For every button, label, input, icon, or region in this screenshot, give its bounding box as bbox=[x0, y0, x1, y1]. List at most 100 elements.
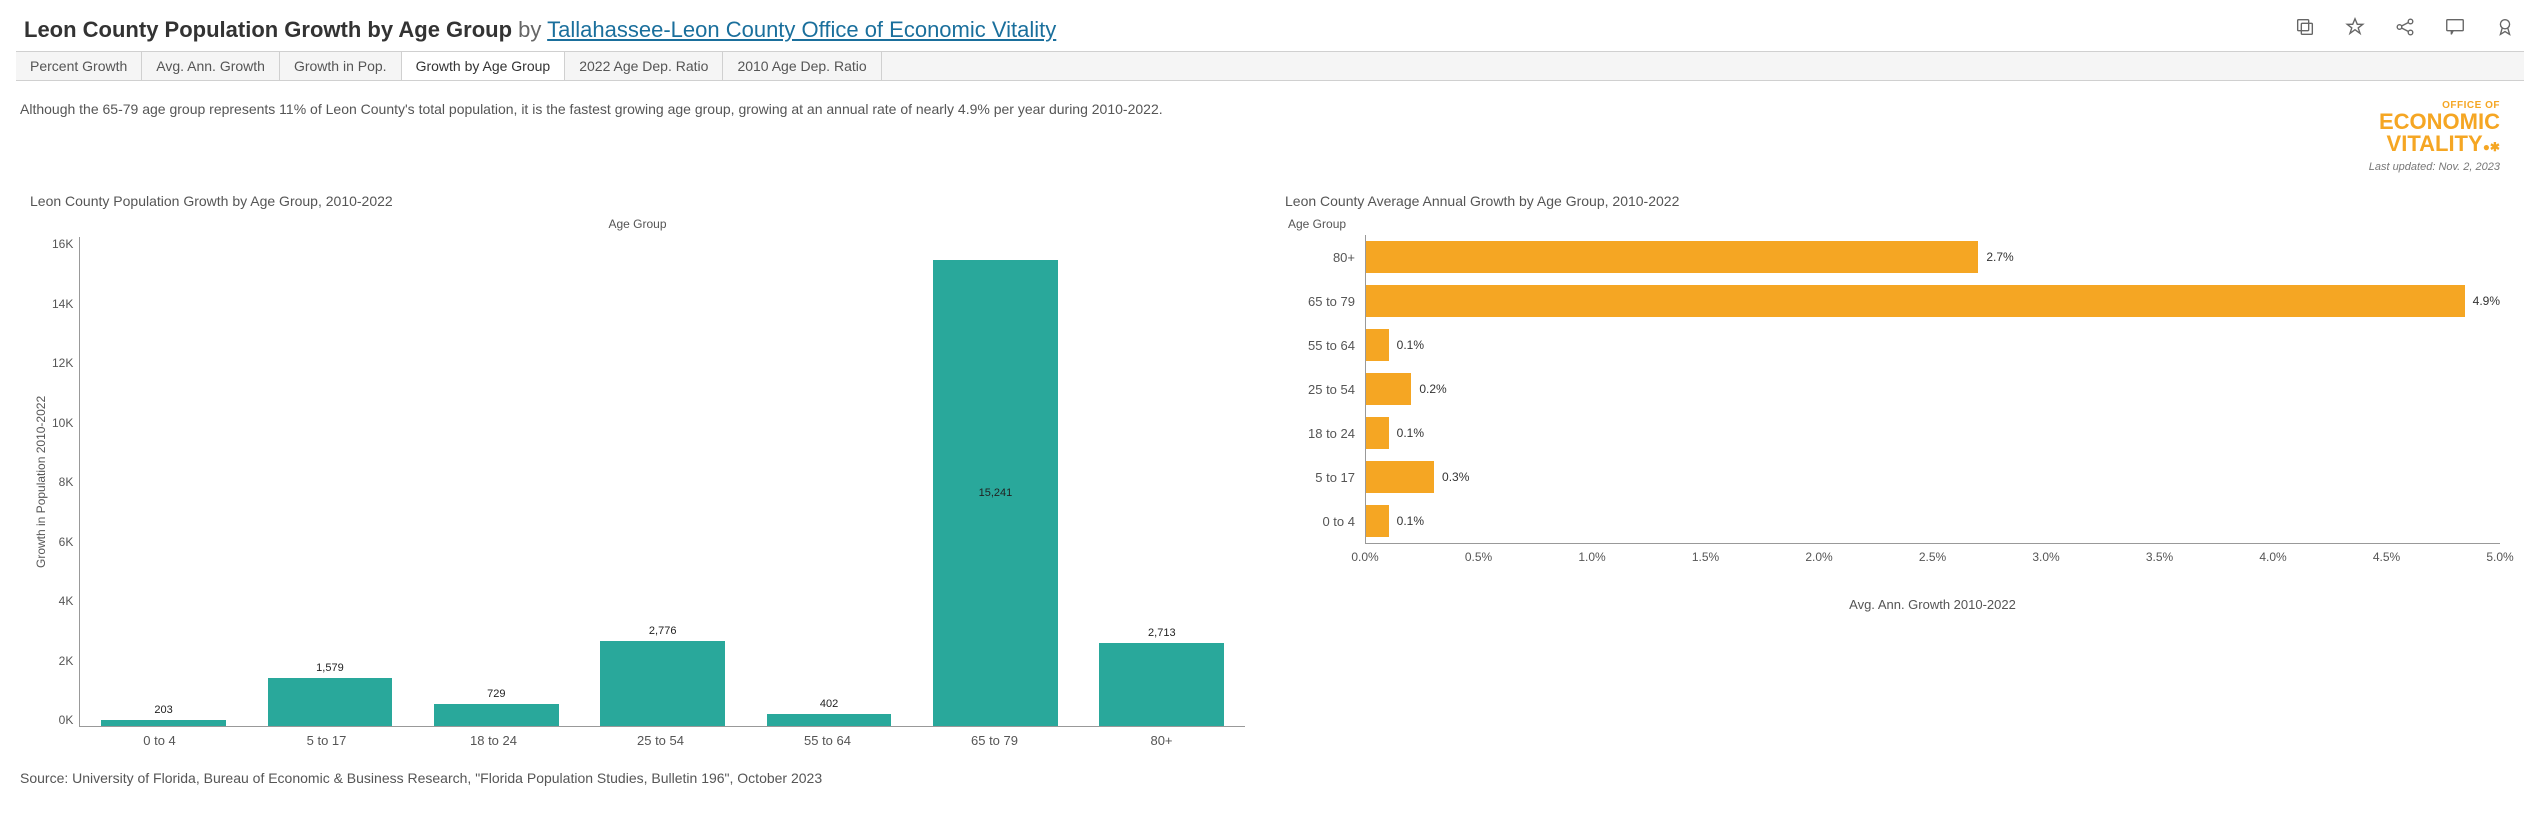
hbar-row: 65 to 79 4.9% bbox=[1295, 279, 2500, 323]
x-tick: 4.5% bbox=[2373, 550, 2400, 564]
tab-2010-age-dep-ratio[interactable]: 2010 Age Dep. Ratio bbox=[723, 52, 881, 80]
tab-2022-age-dep-ratio[interactable]: 2022 Age Dep. Ratio bbox=[565, 52, 723, 80]
logo-block: OFFICE OF ECONOMIC VITALITY●✱ Last updat… bbox=[2369, 101, 2500, 173]
x-tick: 0.0% bbox=[1351, 550, 1378, 564]
x-tick: 4.0% bbox=[2259, 550, 2286, 564]
left-chart-panel: Leon County Population Growth by Age Gro… bbox=[30, 193, 1245, 748]
x-tick: 1.0% bbox=[1578, 550, 1605, 564]
hbar-row: 0 to 4 0.1% bbox=[1295, 499, 2500, 543]
bar-slot: 1,579 bbox=[247, 237, 413, 726]
hbar-category-label: 65 to 79 bbox=[1295, 294, 1365, 309]
logo-line2: ECONOMIC bbox=[2369, 111, 2500, 133]
share-icon[interactable] bbox=[2394, 16, 2416, 43]
bar-slot: 15,241 bbox=[912, 237, 1078, 726]
left-y-axis-label: Growth in Population 2010-2022 bbox=[30, 237, 52, 727]
hbar[interactable] bbox=[1366, 241, 1978, 273]
hbar-category-label: 5 to 17 bbox=[1295, 470, 1365, 485]
hbar[interactable] bbox=[1366, 285, 2465, 317]
hbar-value-label: 0.1% bbox=[1397, 426, 1424, 440]
hbar-category-label: 80+ bbox=[1295, 250, 1365, 265]
bar[interactable]: 203 bbox=[101, 720, 226, 726]
bar-value-label: 402 bbox=[767, 698, 892, 710]
bar-value-label: 1,579 bbox=[268, 662, 393, 674]
top-info-row: Although the 65-79 age group represents … bbox=[0, 81, 2540, 173]
hbar-track: 0.1% bbox=[1365, 499, 2500, 543]
x-tick: 0.5% bbox=[1465, 550, 1492, 564]
hbar-track: 0.1% bbox=[1365, 411, 2500, 455]
tab-percent-growth[interactable]: Percent Growth bbox=[16, 52, 142, 80]
x-tick: 25 to 54 bbox=[577, 727, 744, 748]
bar-value-label: 203 bbox=[101, 704, 226, 716]
y-tick: 14K bbox=[52, 297, 73, 311]
x-tick: 1.5% bbox=[1692, 550, 1719, 564]
bar[interactable]: 1,579 bbox=[268, 678, 393, 726]
star-icon[interactable] bbox=[2344, 16, 2366, 43]
hbar-track: 0.3% bbox=[1365, 455, 2500, 499]
source-text: Source: University of Florida, Bureau of… bbox=[0, 758, 2540, 798]
hbar[interactable] bbox=[1366, 417, 1389, 449]
right-x-axis-label: Avg. Ann. Growth 2010-2022 bbox=[1365, 597, 2500, 612]
y-tick: 0K bbox=[52, 713, 73, 727]
hbar[interactable] bbox=[1366, 329, 1389, 361]
x-tick: 65 to 79 bbox=[911, 727, 1078, 748]
title-by: by bbox=[518, 17, 541, 42]
description-text: Although the 65-79 age group represents … bbox=[20, 101, 1163, 117]
tab-avg-ann-growth[interactable]: Avg. Ann. Growth bbox=[142, 52, 280, 80]
hbar[interactable] bbox=[1366, 505, 1389, 537]
header-bar: Leon County Population Growth by Age Gro… bbox=[0, 0, 2540, 51]
right-chart-body: 80+ 2.7% 65 to 79 4.9% 55 to 640.1%25 to 540… bbox=[1295, 235, 2500, 543]
right-x-axis: 0.0%0.5%1.0%1.5%2.0%2.5%3.0%3.5%4.0%4.5%… bbox=[1365, 543, 2500, 571]
comment-icon[interactable] bbox=[2444, 16, 2466, 43]
hbar-value-label: 0.1% bbox=[1397, 514, 1424, 528]
x-tick: 5.0% bbox=[2486, 550, 2513, 564]
bar[interactable]: 729 bbox=[434, 704, 559, 726]
charts-row: Leon County Population Growth by Age Gro… bbox=[0, 173, 2540, 758]
bar[interactable]: 402 bbox=[767, 714, 892, 726]
left-x-ticks: 0 to 45 to 1718 to 2425 to 5455 to 6465 … bbox=[76, 727, 1245, 748]
hbar-track: 0.1% bbox=[1365, 323, 2500, 367]
bar-slot: 402 bbox=[746, 237, 912, 726]
hbar-value-label: 2.7% bbox=[1986, 250, 2013, 264]
hbar-category-label: 0 to 4 bbox=[1295, 514, 1365, 529]
left-chart-title: Leon County Population Growth by Age Gro… bbox=[30, 193, 1245, 209]
bar-slot: 203 bbox=[80, 237, 246, 726]
left-y-ticks: 16K14K12K10K8K6K4K2K0K bbox=[52, 237, 79, 727]
hbar-category-label: 18 to 24 bbox=[1295, 426, 1365, 441]
bar[interactable]: 2,713 bbox=[1099, 643, 1224, 726]
x-tick: 3.5% bbox=[2146, 550, 2173, 564]
left-plot-area: 203 1,579 729 2,776 402 15,241 2,713 bbox=[79, 237, 1245, 727]
x-tick: 2.5% bbox=[1919, 550, 1946, 564]
bar-value-label: 729 bbox=[434, 688, 559, 700]
bar[interactable]: 2,776 bbox=[600, 641, 725, 726]
y-tick: 8K bbox=[52, 475, 73, 489]
right-chart-title: Leon County Average Annual Growth by Age… bbox=[1285, 193, 2500, 209]
author-link[interactable]: Tallahassee-Leon County Office of Econom… bbox=[547, 17, 1056, 42]
tab-growth-by-age-group[interactable]: Growth by Age Group bbox=[402, 52, 566, 80]
title-bold: Leon County Population Growth by Age Gro… bbox=[24, 17, 512, 42]
bar-slot: 2,713 bbox=[1079, 237, 1245, 726]
badge-icon[interactable] bbox=[2494, 16, 2516, 43]
hbar-track: 2.7% bbox=[1365, 235, 2500, 279]
hbar[interactable] bbox=[1366, 461, 1434, 493]
hbar-value-label: 0.3% bbox=[1442, 470, 1469, 484]
x-tick: 55 to 64 bbox=[744, 727, 911, 748]
x-tick: 18 to 24 bbox=[410, 727, 577, 748]
left-chart-body: Growth in Population 2010-2022 16K14K12K… bbox=[30, 237, 1245, 727]
tabs-bar: Percent GrowthAvg. Ann. GrowthGrowth in … bbox=[16, 51, 2524, 81]
y-tick: 12K bbox=[52, 356, 73, 370]
hbar-row: 55 to 640.1% bbox=[1295, 323, 2500, 367]
x-tick: 2.0% bbox=[1805, 550, 1832, 564]
bar[interactable]: 15,241 bbox=[933, 260, 1058, 726]
x-tick: 3.0% bbox=[2032, 550, 2059, 564]
tab-growth-in-pop-[interactable]: Growth in Pop. bbox=[280, 52, 402, 80]
page-title: Leon County Population Growth by Age Gro… bbox=[24, 17, 1056, 43]
hbar-row: 25 to 540.2% bbox=[1295, 367, 2500, 411]
copy-icon[interactable] bbox=[2294, 16, 2316, 43]
hbar[interactable] bbox=[1366, 373, 1411, 405]
logo-line3: VITALITY●✱ bbox=[2369, 133, 2500, 155]
x-tick: 0 to 4 bbox=[76, 727, 243, 748]
x-tick: 5 to 17 bbox=[243, 727, 410, 748]
right-chart-panel: Leon County Average Annual Growth by Age… bbox=[1285, 193, 2500, 748]
hbar-value-label: 4.9% bbox=[2473, 294, 2500, 308]
bar-slot: 2,776 bbox=[579, 237, 745, 726]
